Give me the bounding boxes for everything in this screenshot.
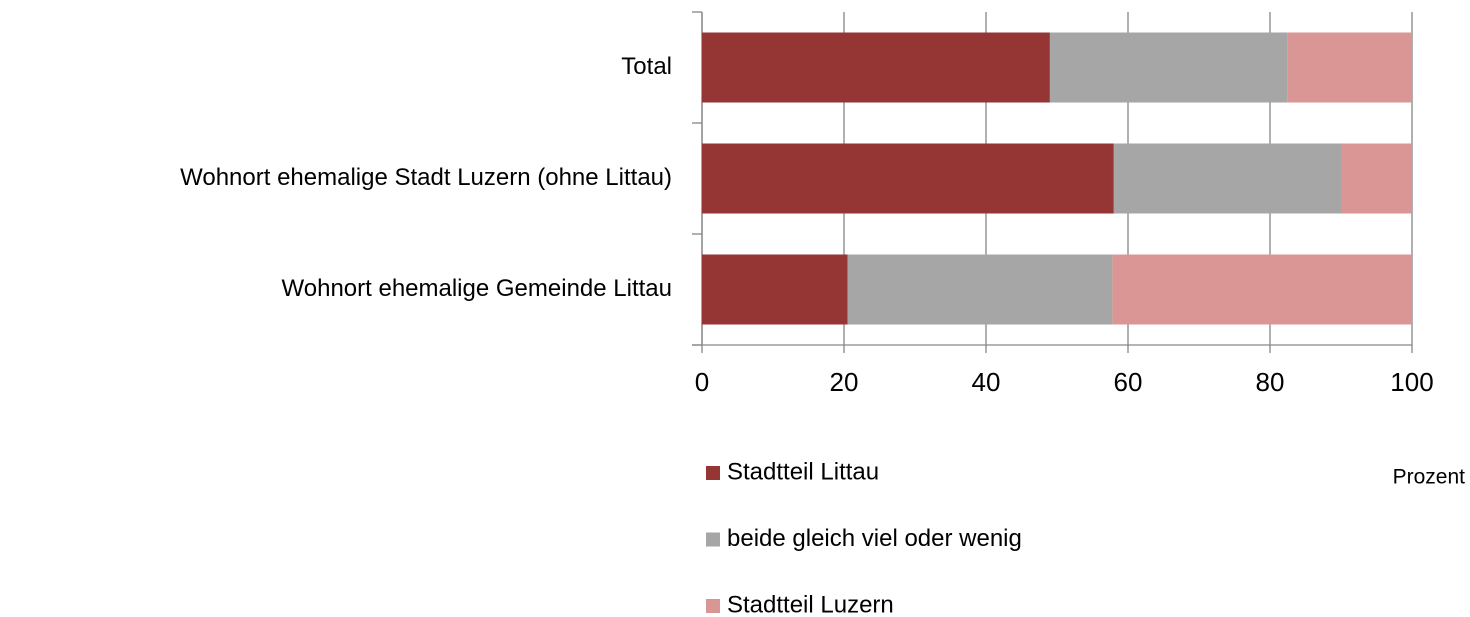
bar-segment (1049, 32, 1288, 103)
bar-segment (1112, 254, 1412, 325)
legend-label: Stadtteil Littau (727, 458, 879, 485)
bar-segment (1287, 32, 1412, 103)
bar-segment (847, 254, 1113, 325)
bar-segment (1113, 143, 1341, 214)
bar-segment (702, 32, 1050, 103)
y-tick-label: Wohnort ehemalige Stadt Luzern (ohne Lit… (180, 164, 672, 191)
x-tick-label: 40 (972, 367, 1001, 397)
legend-label: Stadtteil Luzern (727, 591, 894, 617)
legend-swatch (706, 599, 720, 613)
y-tick-label: Wohnort ehemalige Gemeinde Littau (282, 275, 672, 302)
x-tick-label: 0 (695, 367, 709, 397)
x-tick-label: 100 (1390, 367, 1433, 397)
legend-label: beide gleich viel oder wenig (727, 525, 1022, 552)
bar-segment (702, 254, 848, 325)
y-tick-label: Total (621, 53, 672, 80)
x-tick-label: 60 (1114, 367, 1143, 397)
x-tick-label: 80 (1256, 367, 1285, 397)
bar-segment (702, 143, 1114, 214)
legend-swatch (706, 532, 720, 547)
legend-swatch (706, 466, 720, 480)
x-tick-label: 20 (830, 367, 859, 397)
x-axis-label: Prozent (1393, 466, 1466, 489)
bar-segment (1341, 143, 1412, 214)
